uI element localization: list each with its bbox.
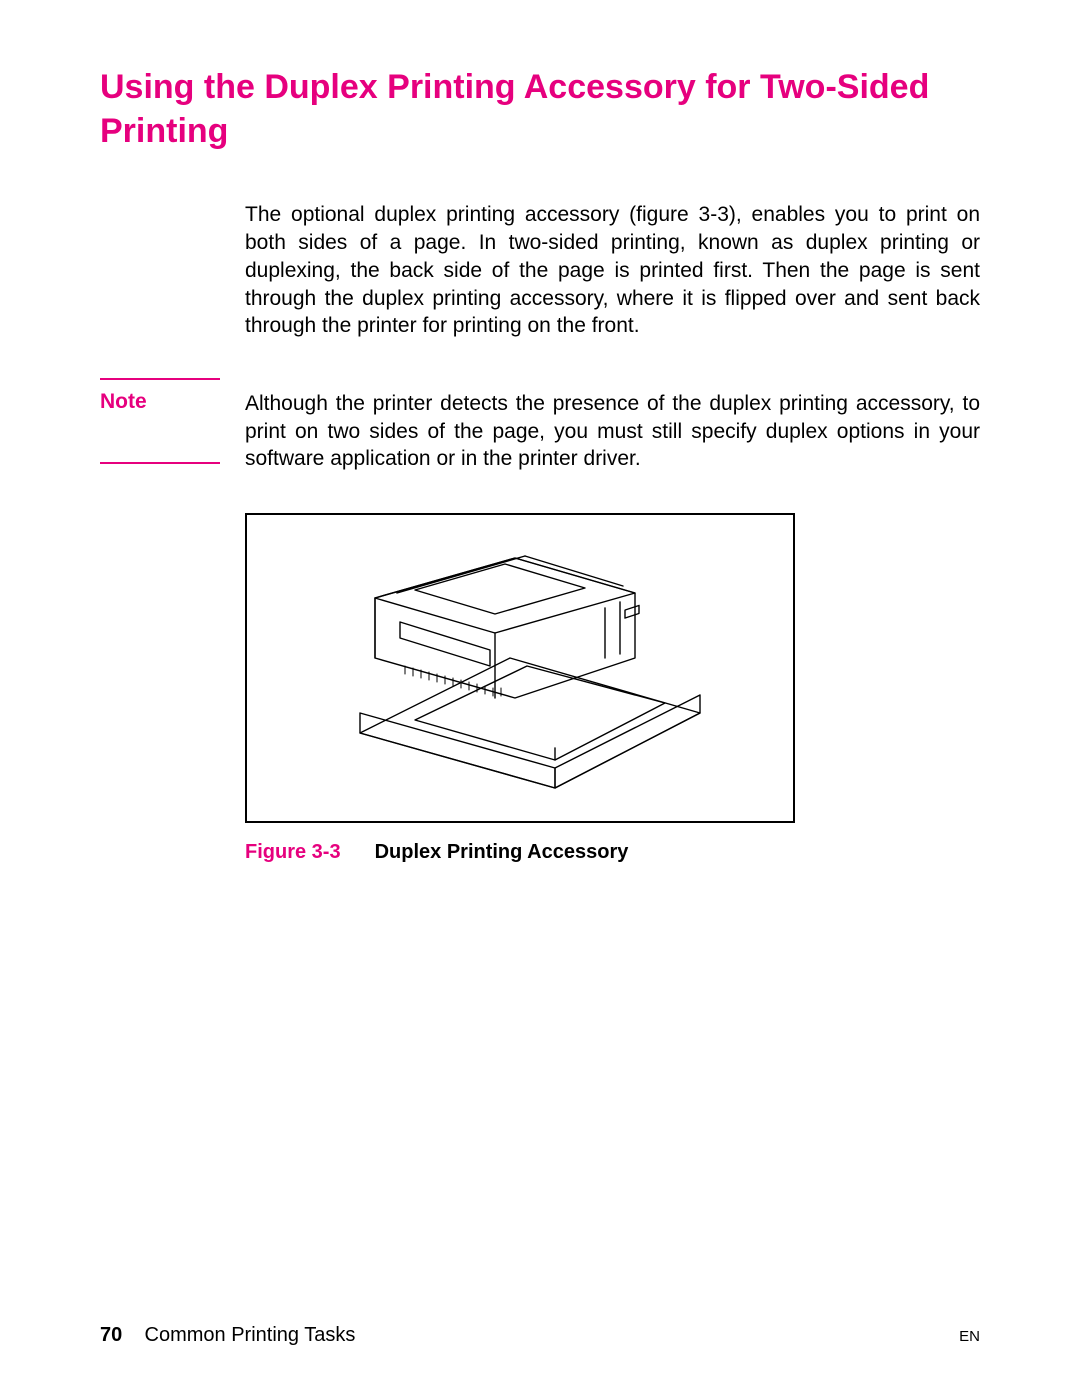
duplex-accessory-illustration [305,538,735,798]
note-text: Although the printer detects the presenc… [245,378,980,473]
page-number: 70 [100,1324,122,1346]
note-block: Note Although the printer detects the pr… [100,378,980,473]
figure-caption-label: Figure 3-3 [245,841,341,864]
note-label: Note [100,390,245,414]
footer-section: Common Printing Tasks [145,1324,356,1346]
footer-left: 70 Common Printing Tasks [100,1324,355,1347]
page-footer: 70 Common Printing Tasks EN [100,1324,980,1347]
figure-caption-text: Duplex Printing Accessory [375,841,629,864]
footer-lang: EN [959,1328,980,1345]
figure-block: Figure 3-3 Duplex Printing Accessory [245,513,980,864]
note-rule-top [100,378,220,380]
document-page: Using the Duplex Printing Accessory for … [0,0,1080,1397]
page-heading: Using the Duplex Printing Accessory for … [100,65,980,153]
note-label-column: Note [100,378,245,464]
figure-caption: Figure 3-3 Duplex Printing Accessory [245,841,980,864]
figure-frame [245,513,795,823]
note-rule-bottom [100,462,220,464]
intro-paragraph: The optional duplex printing accessory (… [245,201,980,340]
